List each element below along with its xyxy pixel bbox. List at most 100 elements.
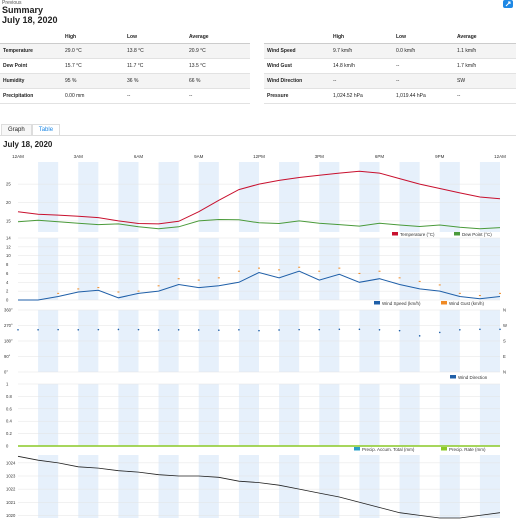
share-icon [505, 1, 511, 7]
hour-band [238, 162, 259, 232]
wind-y-tick: 6 [6, 271, 9, 276]
hour-band [198, 384, 219, 446]
wind-direction-point [77, 329, 80, 331]
col-header-average: Average [186, 31, 250, 44]
hour-band [238, 384, 259, 446]
x-tick-label: 6AM [134, 154, 144, 159]
col-header-high: High [330, 31, 393, 44]
summary-table-right: High Low Average Wind Speed 9.7 km/h 0.0 k… [264, 31, 516, 104]
table-row: Wind Gust 14.8 km/h -- 1.7 km/h [264, 58, 516, 74]
cell-low: -- [393, 73, 454, 89]
summary-table-left: High Low Average Temperature 29.0 °C 13.8 … [0, 31, 250, 104]
table-row: Dew Point 15.7 °C 11.7 °C 13.5 °C [0, 58, 250, 74]
view-tabs: Graph Table [1, 124, 61, 135]
hour-band [118, 455, 139, 518]
wind-direction-point [418, 335, 421, 337]
tab-divider [0, 135, 516, 136]
wind-direction-point [398, 329, 401, 332]
share-button[interactable] [503, 0, 513, 8]
compass-y-tick: W [503, 323, 507, 328]
x-tick-label: 9AM [194, 154, 204, 159]
hour-band [479, 238, 500, 300]
hour-band [359, 384, 380, 446]
wind-gust-point [117, 291, 120, 293]
wind-speed-line [18, 270, 501, 301]
hour-band [198, 455, 219, 518]
x-tick-label: 9PM [435, 154, 445, 159]
hour-band [198, 238, 219, 300]
wind-y-tick: 10 [6, 253, 11, 258]
precip-y-tick: 0 [6, 444, 9, 449]
row-label: Wind Direction [264, 73, 330, 89]
cell-average: 1.7 km/h [454, 58, 516, 74]
table-row: Temperature 29.0 °C 13.8 °C 20.9 °C [0, 43, 250, 59]
pressure-line [17, 455, 501, 519]
pressure-y-tick: 1024 [6, 460, 16, 465]
direction-y-tick: 270° [4, 323, 13, 328]
dew-point-line [17, 218, 501, 230]
compass-y-tick: E [503, 354, 506, 359]
wind-direction-point [258, 329, 260, 332]
cell-high: 9.7 km/h [330, 43, 393, 59]
wind-gust-point [177, 278, 180, 280]
legend-wind-gust-label: Wind Gust (km/h) [449, 301, 485, 306]
temp-y-tick: 20 [6, 200, 11, 205]
tab-table[interactable]: Table [31, 124, 61, 135]
x-tick-label: 12PM [253, 154, 265, 159]
hour-band [439, 162, 460, 232]
col-header-low: Low [124, 31, 186, 44]
wind-gust-point [499, 292, 501, 294]
wind-y-tick: 8 [6, 262, 9, 267]
wind-direction-point [218, 329, 220, 331]
cell-low: 13.8 °C [124, 43, 186, 59]
legend-dew-point-swatch [454, 232, 460, 236]
row-label: Wind Speed [264, 43, 330, 59]
compass-y-tick: N [503, 370, 506, 375]
tab-graph[interactable]: Graph [1, 124, 32, 135]
hour-band [118, 238, 139, 300]
table-row: Humidity 95 % 36 % 66 % [0, 73, 250, 89]
previous-link[interactable]: Previous [2, 0, 22, 6]
summary-date: July 18, 2020 [2, 15, 58, 25]
hour-band [78, 455, 99, 518]
x-tick-label: 12AM [494, 154, 506, 159]
wind-gust-point [418, 280, 421, 282]
hour-band [479, 455, 500, 518]
legend-dew-point-label: Dew Point (°C) [462, 232, 492, 237]
wind-direction-point [318, 328, 321, 331]
wind-direction-point [177, 329, 180, 331]
wind-direction-point [57, 328, 59, 331]
table-row: Wind Direction -- -- SW [264, 73, 516, 89]
hour-band [158, 455, 179, 518]
cell-low: 0.0 km/h [393, 43, 454, 59]
direction-y-tick: 90° [4, 354, 11, 359]
direction-y-tick: 180° [4, 339, 13, 344]
cell-average: 13.5 °C [186, 58, 250, 74]
wind-y-tick: 14 [6, 236, 11, 241]
col-header [264, 31, 330, 44]
hour-band [399, 238, 420, 300]
wind-y-tick: 4 [6, 280, 9, 285]
table-row: Wind Speed 9.7 km/h 0.0 km/h 1.1 km/h [264, 43, 516, 59]
hour-band [439, 384, 460, 446]
cell-high: 29.0 °C [62, 43, 124, 59]
precip-y-tick: 0.4 [6, 419, 12, 424]
hour-band [118, 384, 139, 446]
cell-low: 1,019.44 hPa [393, 88, 454, 104]
hour-band [279, 455, 300, 518]
row-label: Pressure [264, 88, 330, 104]
wind-direction-point [137, 328, 140, 331]
wind-gust-point [358, 272, 361, 274]
cell-high: 1,024.52 hPa [330, 88, 393, 104]
wind-direction-point [117, 328, 120, 331]
temperature-line [17, 170, 501, 225]
pressure-y-tick: 1020 [6, 513, 16, 518]
wind-gust-point [258, 267, 260, 269]
direction-y-tick: 0° [4, 370, 8, 375]
hour-band [279, 238, 300, 300]
precip-y-tick: 0.8 [6, 394, 12, 399]
weather-charts: 12AM 3AM 6AM 9AM 12PM 3PM 6PM 9PM 12AM152025Temp… [4, 154, 507, 519]
hour-band [479, 162, 500, 232]
chart-title: July 18, 2020 [3, 140, 53, 149]
pressure-y-tick: 1022 [6, 487, 16, 492]
